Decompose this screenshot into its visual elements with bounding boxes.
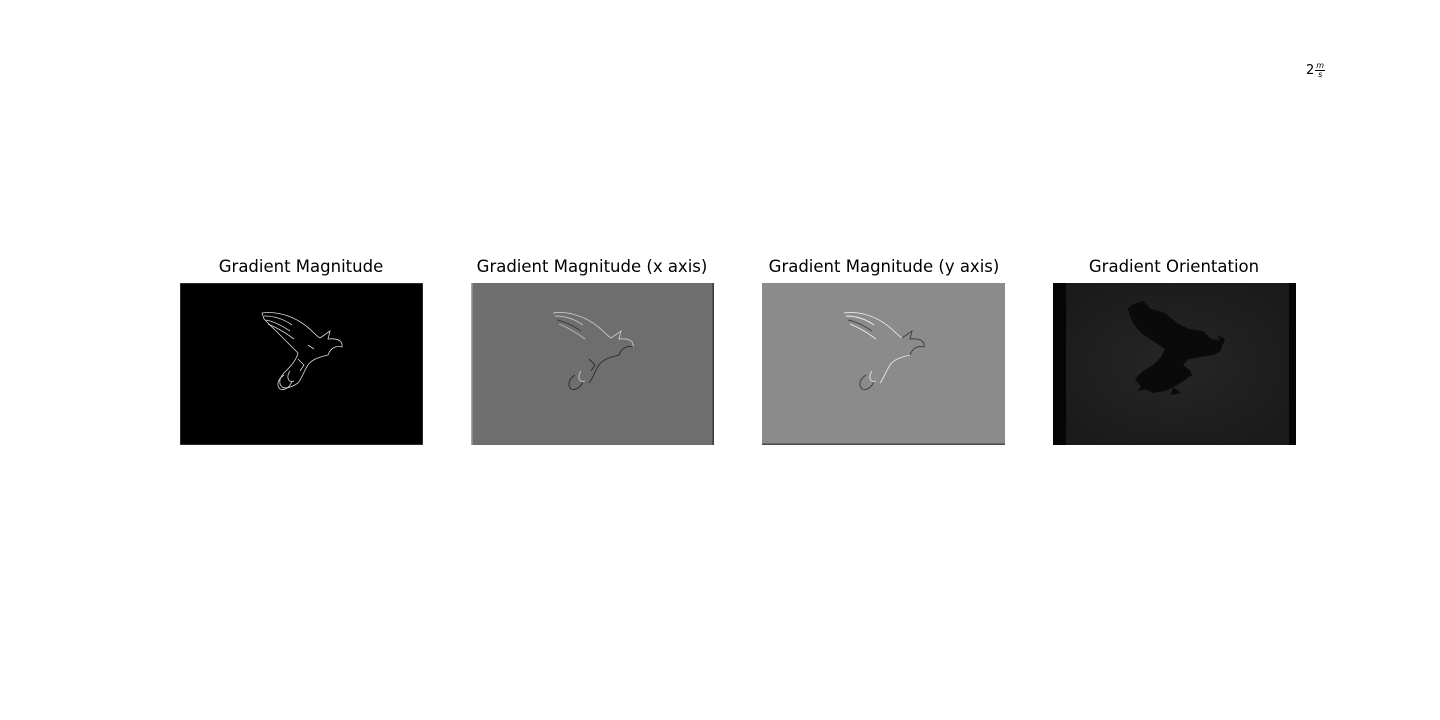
panel-gradient-magnitude — [180, 283, 423, 445]
panel-gradient-magnitude-x — [471, 283, 714, 445]
panel-gradient-magnitude-y — [762, 283, 1005, 445]
gradient-magnitude-image — [180, 283, 423, 445]
panel-title-gradient-magnitude-y: Gradient Magnitude (y axis) — [768, 257, 1000, 276]
panel-title-gradient-magnitude-x: Gradient Magnitude (x axis) — [476, 257, 708, 276]
annotation-fraction: m s — [1315, 61, 1326, 79]
gradient-magnitude-x-image — [471, 283, 714, 445]
panel-title-gradient-magnitude: Gradient Magnitude — [218, 257, 384, 276]
gradient-orientation-image — [1053, 283, 1296, 445]
unit-annotation: 2 m s — [1306, 61, 1326, 79]
annotation-numerator: m — [1315, 61, 1326, 71]
annotation-prefix: 2 — [1306, 63, 1315, 78]
gradient-magnitude-y-image — [762, 283, 1005, 445]
panel-gradient-orientation — [1053, 283, 1296, 445]
panel-title-gradient-orientation: Gradient Orientation — [1088, 257, 1260, 276]
annotation-denominator: s — [1318, 70, 1323, 79]
